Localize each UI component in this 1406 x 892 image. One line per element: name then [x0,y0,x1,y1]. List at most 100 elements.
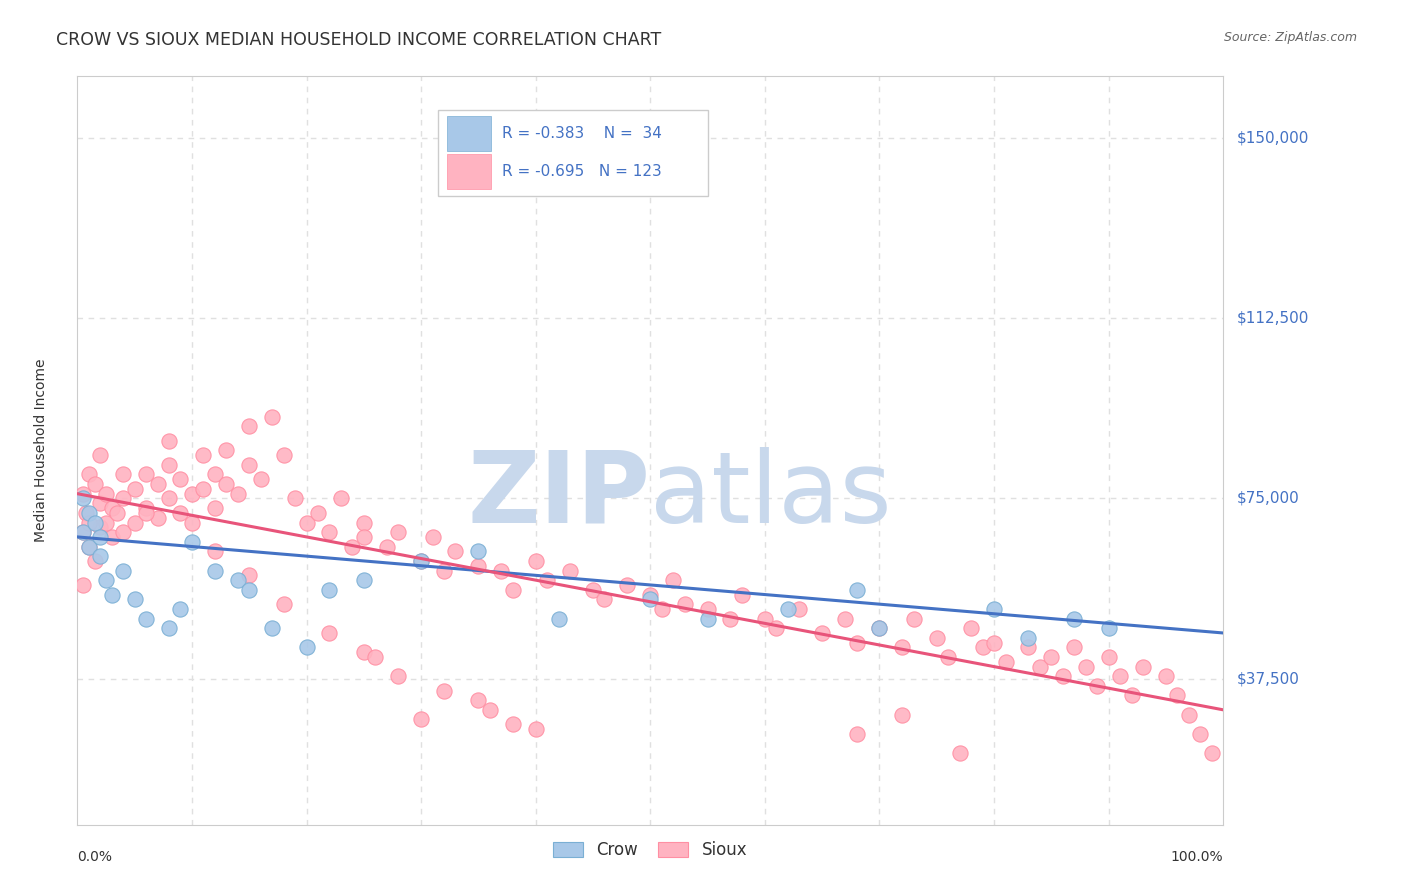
Point [124,516,146,530]
Point [1063,640,1085,655]
Point [1063,611,1085,625]
Point [238,458,260,472]
FancyBboxPatch shape [439,110,707,195]
Point [353,573,375,587]
Point [558,564,581,578]
Point [925,631,948,645]
Point [387,525,409,540]
Point [364,650,387,665]
Point [193,448,215,462]
Point [524,554,547,568]
Legend: Crow, Sioux: Crow, Sioux [547,834,754,865]
Point [112,491,135,506]
Point [983,602,1005,616]
Point [524,722,547,736]
Point [1085,679,1108,693]
Point [295,516,318,530]
Point [502,717,524,731]
Point [787,602,810,616]
Point [100,588,122,602]
Point [811,626,834,640]
Point [180,486,204,500]
Point [307,506,329,520]
Point [640,588,662,602]
Point [77,540,100,554]
Point [238,419,260,434]
Point [960,621,983,635]
Point [94,516,117,530]
Point [903,611,925,625]
Point [83,554,105,568]
Point [124,482,146,496]
Point [204,501,226,516]
Point [135,501,157,516]
Point [146,477,169,491]
Point [318,582,340,597]
Point [112,525,135,540]
Point [72,491,94,506]
Point [100,501,122,516]
Point [342,540,364,554]
Point [1098,650,1121,665]
Point [238,568,260,582]
Point [112,564,135,578]
Point [983,635,1005,649]
Point [94,486,117,500]
Point [1052,669,1074,683]
Point [1121,689,1143,703]
Point [949,746,972,760]
Point [547,611,569,625]
Point [193,482,215,496]
Point [329,491,352,506]
Point [536,573,558,587]
Point [891,640,914,655]
Point [215,443,238,458]
Point [135,506,157,520]
Point [696,611,718,625]
Text: 0.0%: 0.0% [77,850,112,864]
Point [1154,669,1177,683]
Point [146,510,169,524]
Point [318,525,340,540]
Point [77,506,100,520]
Point [89,520,111,534]
Point [72,486,94,500]
Point [112,467,135,482]
Point [1166,689,1188,703]
Point [107,506,129,520]
Point [891,707,914,722]
Point [616,578,638,592]
Point [673,597,696,611]
Text: R = -0.383    N =  34: R = -0.383 N = 34 [502,126,662,141]
Point [422,530,444,544]
Point [994,655,1017,669]
Point [89,448,111,462]
Point [157,434,180,448]
Point [72,578,94,592]
Point [845,582,868,597]
Point [135,467,157,482]
Point [582,582,605,597]
Point [89,549,111,563]
Point [640,592,662,607]
Text: $150,000: $150,000 [1237,131,1309,145]
Point [491,564,513,578]
Point [696,602,718,616]
Point [754,611,776,625]
Point [353,645,375,659]
Point [776,602,799,616]
Point [433,564,456,578]
Text: ZIP: ZIP [467,447,651,544]
Point [89,530,111,544]
Point [467,693,489,707]
Point [662,573,685,587]
Point [94,573,117,587]
Point [353,516,375,530]
Point [157,621,180,635]
Bar [447,154,491,189]
Point [295,640,318,655]
Point [226,573,249,587]
Text: CROW VS SIOUX MEDIAN HOUSEHOLD INCOME CORRELATION CHART: CROW VS SIOUX MEDIAN HOUSEHOLD INCOME CO… [56,31,661,49]
Point [157,491,180,506]
Point [180,534,204,549]
